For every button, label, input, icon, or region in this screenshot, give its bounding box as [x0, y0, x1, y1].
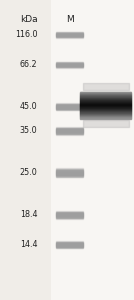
Text: 45.0: 45.0 [20, 102, 38, 111]
Text: kDa: kDa [20, 15, 38, 24]
Text: 35.0: 35.0 [20, 126, 38, 135]
Text: M: M [66, 15, 74, 24]
Text: 66.2: 66.2 [20, 60, 38, 69]
Text: 14.4: 14.4 [20, 240, 38, 249]
Bar [51, 0, 134, 300]
Text: 18.4: 18.4 [20, 210, 38, 219]
Text: 25.0: 25.0 [20, 168, 38, 177]
Text: 116.0: 116.0 [15, 30, 38, 39]
